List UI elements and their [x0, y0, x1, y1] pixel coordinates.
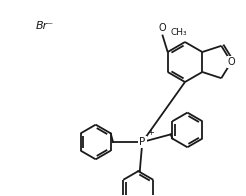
Text: +: + [147, 128, 154, 137]
Text: CH₃: CH₃ [170, 27, 187, 36]
Text: Br⁻: Br⁻ [36, 21, 54, 31]
Text: O: O [158, 23, 166, 33]
Text: O: O [228, 57, 235, 67]
Text: P: P [139, 137, 145, 147]
